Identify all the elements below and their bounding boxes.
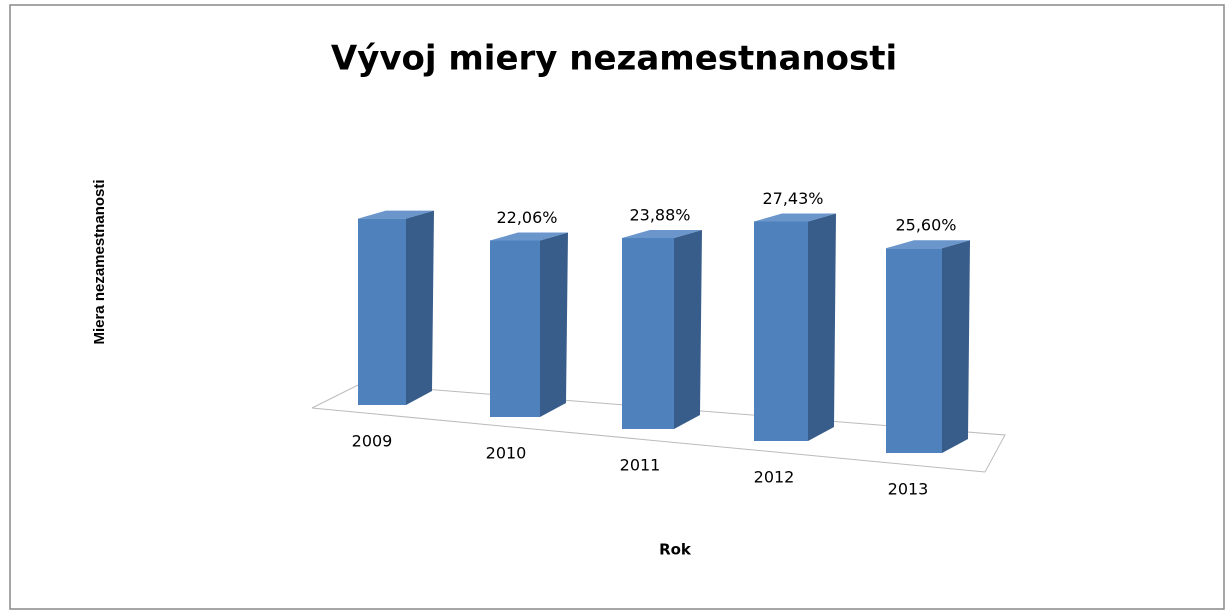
y-axis-label: Miera nezamestnanosti	[91, 179, 108, 344]
bar-front	[886, 248, 942, 453]
bar-front	[358, 218, 406, 405]
chart-title: Vývoj miery nezamestnanosti	[331, 39, 897, 79]
x-axis-label: Rok	[659, 541, 692, 559]
bar	[754, 213, 836, 441]
bar	[886, 240, 970, 453]
bar-front	[754, 221, 808, 441]
bar-front	[490, 240, 540, 417]
chart-frame	[9, 4, 1225, 610]
x-tick-label: 2011	[620, 456, 661, 475]
bar-side	[406, 210, 434, 405]
value-label: 25,60%	[895, 216, 956, 235]
x-tick-label: 2009	[352, 432, 393, 451]
bar	[490, 232, 568, 417]
x-tick-label: 2010	[486, 444, 527, 463]
bar-side	[942, 240, 970, 453]
x-tick-label: 2012	[754, 468, 795, 487]
bar	[358, 210, 434, 405]
x-tick-label: 2013	[888, 480, 929, 499]
bar-side	[540, 232, 568, 417]
bar-top	[622, 229, 702, 238]
floor	[311, 383, 1006, 473]
bar-top	[358, 210, 434, 219]
bar-top	[490, 232, 568, 241]
bar	[622, 229, 702, 429]
value-label: 27,43%	[762, 189, 823, 208]
bar-side	[674, 229, 702, 429]
bar-top	[886, 240, 970, 249]
bar-front	[622, 237, 674, 429]
bar-side	[808, 213, 836, 441]
value-label: 22,06%	[496, 208, 557, 227]
bar-top	[754, 213, 836, 222]
value-label: 23,88%	[629, 205, 690, 224]
